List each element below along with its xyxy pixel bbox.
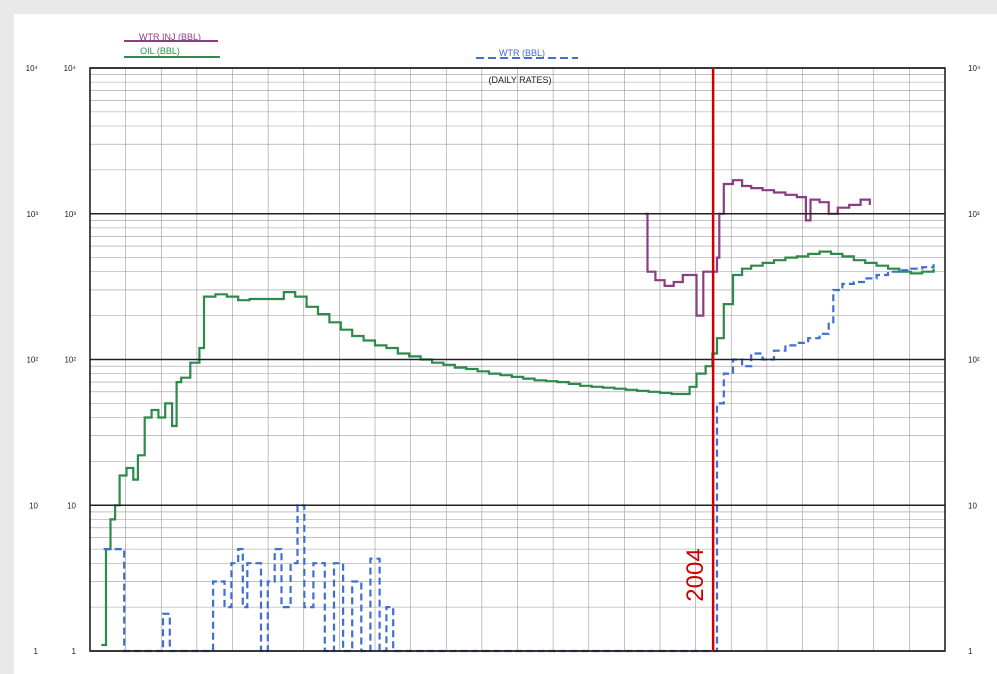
right-tick-label: 10² — [968, 356, 980, 365]
left-outer-tick-label: 10² — [26, 356, 38, 365]
scan-left-edge — [0, 0, 14, 674]
left-outer-tick-label: 10 — [29, 501, 38, 510]
left-outer-tick-label: 1 — [34, 647, 39, 656]
right-axis-ticks: 1 10 10² 10³ 10⁴ — [968, 64, 981, 656]
legend-label-oil: OIL (BBL) — [140, 46, 180, 56]
left-tick-label: 10³ — [64, 210, 76, 219]
year-marker-label: 2004 — [682, 548, 709, 601]
scan-top-edge — [0, 0, 997, 14]
left-outer-axis-ticks: 1 10 10² 10³ 10⁴ — [26, 64, 39, 656]
series-line-1 — [101, 250, 935, 647]
chart-frame — [89, 67, 946, 652]
right-tick-label: 1 — [968, 647, 973, 656]
right-tick-label: 10 — [968, 501, 977, 510]
legend-label-wtr: WTR (BBL) — [499, 48, 545, 58]
left-outer-tick-label: 10³ — [26, 210, 38, 219]
left-tick-label: 10⁴ — [64, 64, 77, 73]
series-line-2 — [103, 264, 935, 653]
plot-border — [89, 67, 946, 652]
right-tick-label: 10³ — [968, 210, 980, 219]
left-axis-ticks: 1 10 10² 10³ 10⁴ — [64, 64, 77, 656]
left-tick-label: 10² — [64, 356, 76, 365]
chart-title: (DAILY RATES) — [488, 75, 551, 85]
left-tick-label: 1 — [72, 647, 77, 656]
left-tick-label: 10 — [67, 501, 76, 510]
right-tick-label: 10⁴ — [968, 64, 981, 73]
chart-series — [101, 179, 935, 653]
legend-label-wtr-inj: WTR INJ (BBL) — [139, 32, 201, 42]
paper-background — [14, 14, 997, 674]
legend: WTR INJ (BBL) OIL (BBL) WTR (BBL) — [124, 32, 578, 59]
series-line-0 — [645, 179, 871, 317]
left-outer-tick-label: 10⁴ — [26, 64, 39, 73]
